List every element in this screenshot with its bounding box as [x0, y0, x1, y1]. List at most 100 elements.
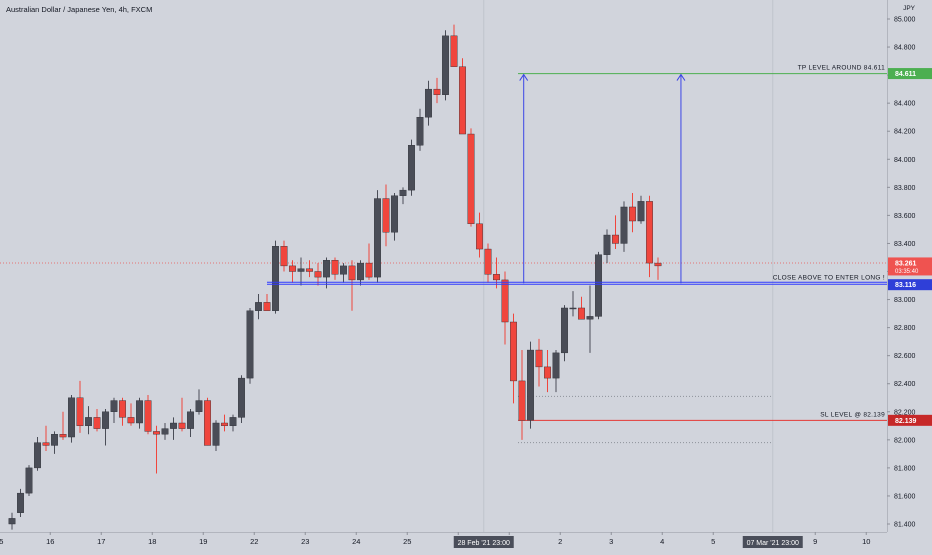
target-arrow: [519, 73, 529, 284]
last-price-tag: 83.261 03:35:40: [888, 257, 932, 276]
candle: [136, 397, 143, 429]
candle-body: [187, 411, 194, 429]
time-marker-label: 28 Feb '21 23:00: [458, 540, 510, 547]
candle-body: [467, 133, 475, 225]
last-price-tag-countdown: 03:35:40: [895, 269, 919, 275]
candle-body: [518, 380, 526, 421]
time-tick-label: 22: [250, 537, 258, 546]
candle-body: [195, 400, 203, 412]
candle-body: [178, 422, 186, 429]
candle: [8, 512, 16, 530]
time-tick-label: 18: [148, 537, 156, 546]
candle-body: [416, 116, 424, 146]
candle-body: [25, 467, 33, 494]
candle-body: [501, 279, 509, 323]
candle: [620, 201, 628, 252]
candle-body: [484, 248, 492, 275]
candle-body: [552, 352, 560, 379]
entry-level-label: CLOSE ABOVE TO ENTER LONG !: [773, 274, 885, 281]
time-marker-label: 07 Mar '21 23:00: [747, 540, 799, 547]
candle-body: [654, 262, 662, 267]
candle-body: [646, 201, 653, 264]
candle-body: [544, 366, 551, 379]
candle: [17, 488, 24, 517]
price-tick-label: 83.400: [894, 241, 916, 248]
candle-body: [246, 310, 254, 379]
candle: [501, 271, 509, 345]
candle-body: [204, 400, 211, 446]
candle: [493, 257, 500, 289]
candle: [646, 195, 653, 278]
candle-body: [8, 518, 16, 525]
candle-body: [161, 428, 169, 435]
candle: [586, 285, 594, 353]
candle-body: [399, 189, 407, 196]
candle-body: [586, 316, 594, 320]
candle-body: [136, 400, 143, 424]
price-tick-label: 84.400: [894, 101, 916, 108]
time-tick-label: 9: [813, 537, 817, 546]
candle-body: [221, 422, 228, 427]
candle-body: [272, 246, 279, 311]
candle-body: [255, 302, 262, 311]
candle-body: [127, 417, 135, 424]
candle-body: [612, 234, 619, 244]
candle: [442, 30, 449, 101]
candle-body: [314, 271, 322, 278]
candle-body: [76, 397, 84, 427]
price-tick-label: 83.800: [894, 185, 916, 192]
candle: [433, 77, 441, 104]
time-tick-label: 17: [97, 537, 105, 546]
candle: [552, 350, 560, 393]
candle-body: [569, 307, 577, 310]
candle: [629, 192, 636, 233]
candle-body: [382, 198, 390, 233]
time-tick-label: 19: [199, 537, 207, 546]
candle: [144, 394, 152, 435]
candle: [76, 380, 84, 433]
time-marker: 07 Mar '21 23:00: [742, 536, 803, 548]
candle-body: [476, 223, 483, 250]
candle-body: [391, 195, 398, 233]
tp-level-label: TP LEVEL AROUND 84.611: [798, 65, 885, 72]
candle: [246, 307, 254, 384]
sl-price-tag-text: 82.139: [895, 418, 917, 425]
candle-body: [459, 66, 466, 135]
candle: [110, 397, 118, 423]
candle: [42, 425, 50, 452]
candle-body: [119, 400, 126, 418]
time-marker-bg: [453, 536, 514, 548]
candle: [68, 394, 75, 443]
candle-body: [535, 349, 543, 368]
candle-body: [263, 302, 271, 311]
candle-body: [93, 417, 101, 429]
candle-body: [425, 88, 432, 118]
candle-body: [637, 201, 645, 222]
time-tick-label: 4: [660, 537, 664, 546]
target-arrow: [676, 73, 686, 284]
candle: [51, 431, 58, 454]
sl-price-tag: 82.139: [888, 414, 932, 426]
candle-body: [357, 262, 364, 281]
candle: [374, 190, 381, 283]
candle-body: [527, 349, 534, 421]
candle-body: [306, 268, 313, 272]
price-tick-label: 81.800: [894, 465, 916, 472]
candle: [365, 243, 373, 280]
price-tick-label: 83.600: [894, 213, 916, 220]
candle: [603, 229, 611, 264]
candle: [195, 389, 203, 415]
price-tick-label: 82.000: [894, 437, 916, 444]
candle-body: [297, 268, 305, 272]
target-arrow-head: [676, 73, 686, 81]
sl-level-label: SL LEVEL @ 82.139: [820, 411, 885, 418]
time-tick-label: 25: [403, 537, 411, 546]
candle-body: [170, 422, 177, 429]
time-tick-label: 16: [46, 537, 54, 546]
price-tick-label: 81.400: [894, 522, 916, 529]
candle: [102, 408, 109, 446]
price-tick-label: 81.600: [894, 493, 916, 500]
candle: [569, 291, 577, 317]
